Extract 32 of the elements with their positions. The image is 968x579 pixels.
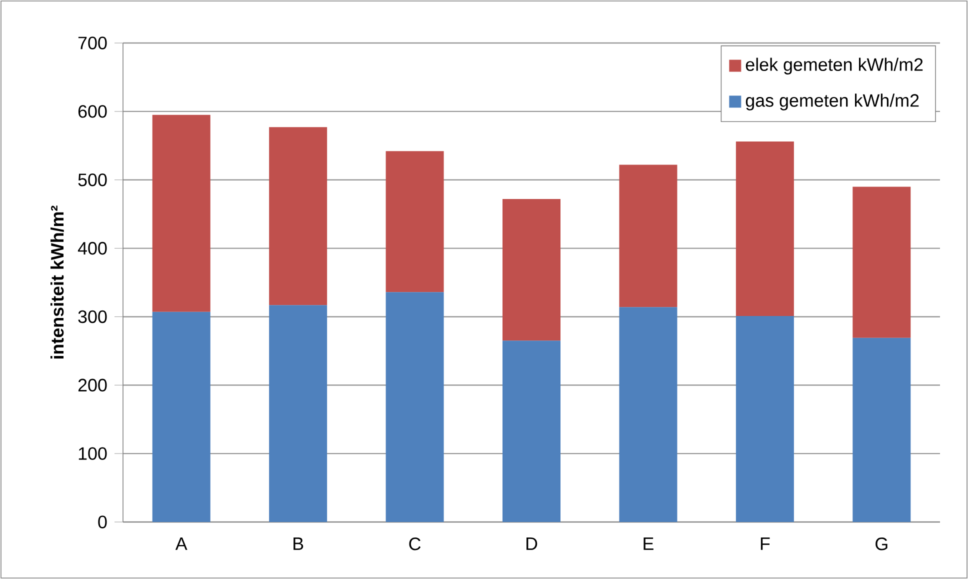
bar (502, 199, 560, 341)
bar (619, 307, 678, 522)
x-tick-label: F (760, 538, 770, 550)
bar (619, 164, 678, 308)
x-tick-label: A (175, 538, 188, 550)
bar (269, 305, 328, 522)
bar (152, 114, 210, 312)
x-tick-label: D (526, 538, 538, 550)
y-tick-label: 100 (78, 447, 107, 460)
x-tick-label: E (644, 538, 654, 550)
y-tick-label: 600 (78, 105, 107, 118)
y-tick-label: 0 (98, 516, 107, 528)
bar (736, 316, 794, 522)
bar (269, 127, 328, 306)
legend-label: gas gemeten kWh/m2 (746, 94, 919, 110)
y-axis-title: intensiteit kWh/m² (50, 206, 64, 358)
y-tick-label: 500 (78, 174, 107, 186)
legend-label: elek gemeten kWh/m2 (746, 58, 923, 74)
bar (852, 338, 911, 522)
x-tick-label: G (876, 538, 888, 550)
x-tick-label: B (294, 538, 304, 550)
bar (852, 186, 911, 338)
y-tick-label: 400 (78, 242, 107, 255)
bar (502, 340, 560, 522)
bar (386, 151, 444, 292)
y-tick-label: 200 (78, 378, 107, 392)
bar (152, 312, 210, 522)
y-tick-label: 300 (78, 310, 107, 324)
bar (736, 142, 794, 316)
bar (386, 292, 444, 522)
y-tick-label: 700 (78, 36, 107, 50)
x-tick-label: C (409, 538, 421, 550)
